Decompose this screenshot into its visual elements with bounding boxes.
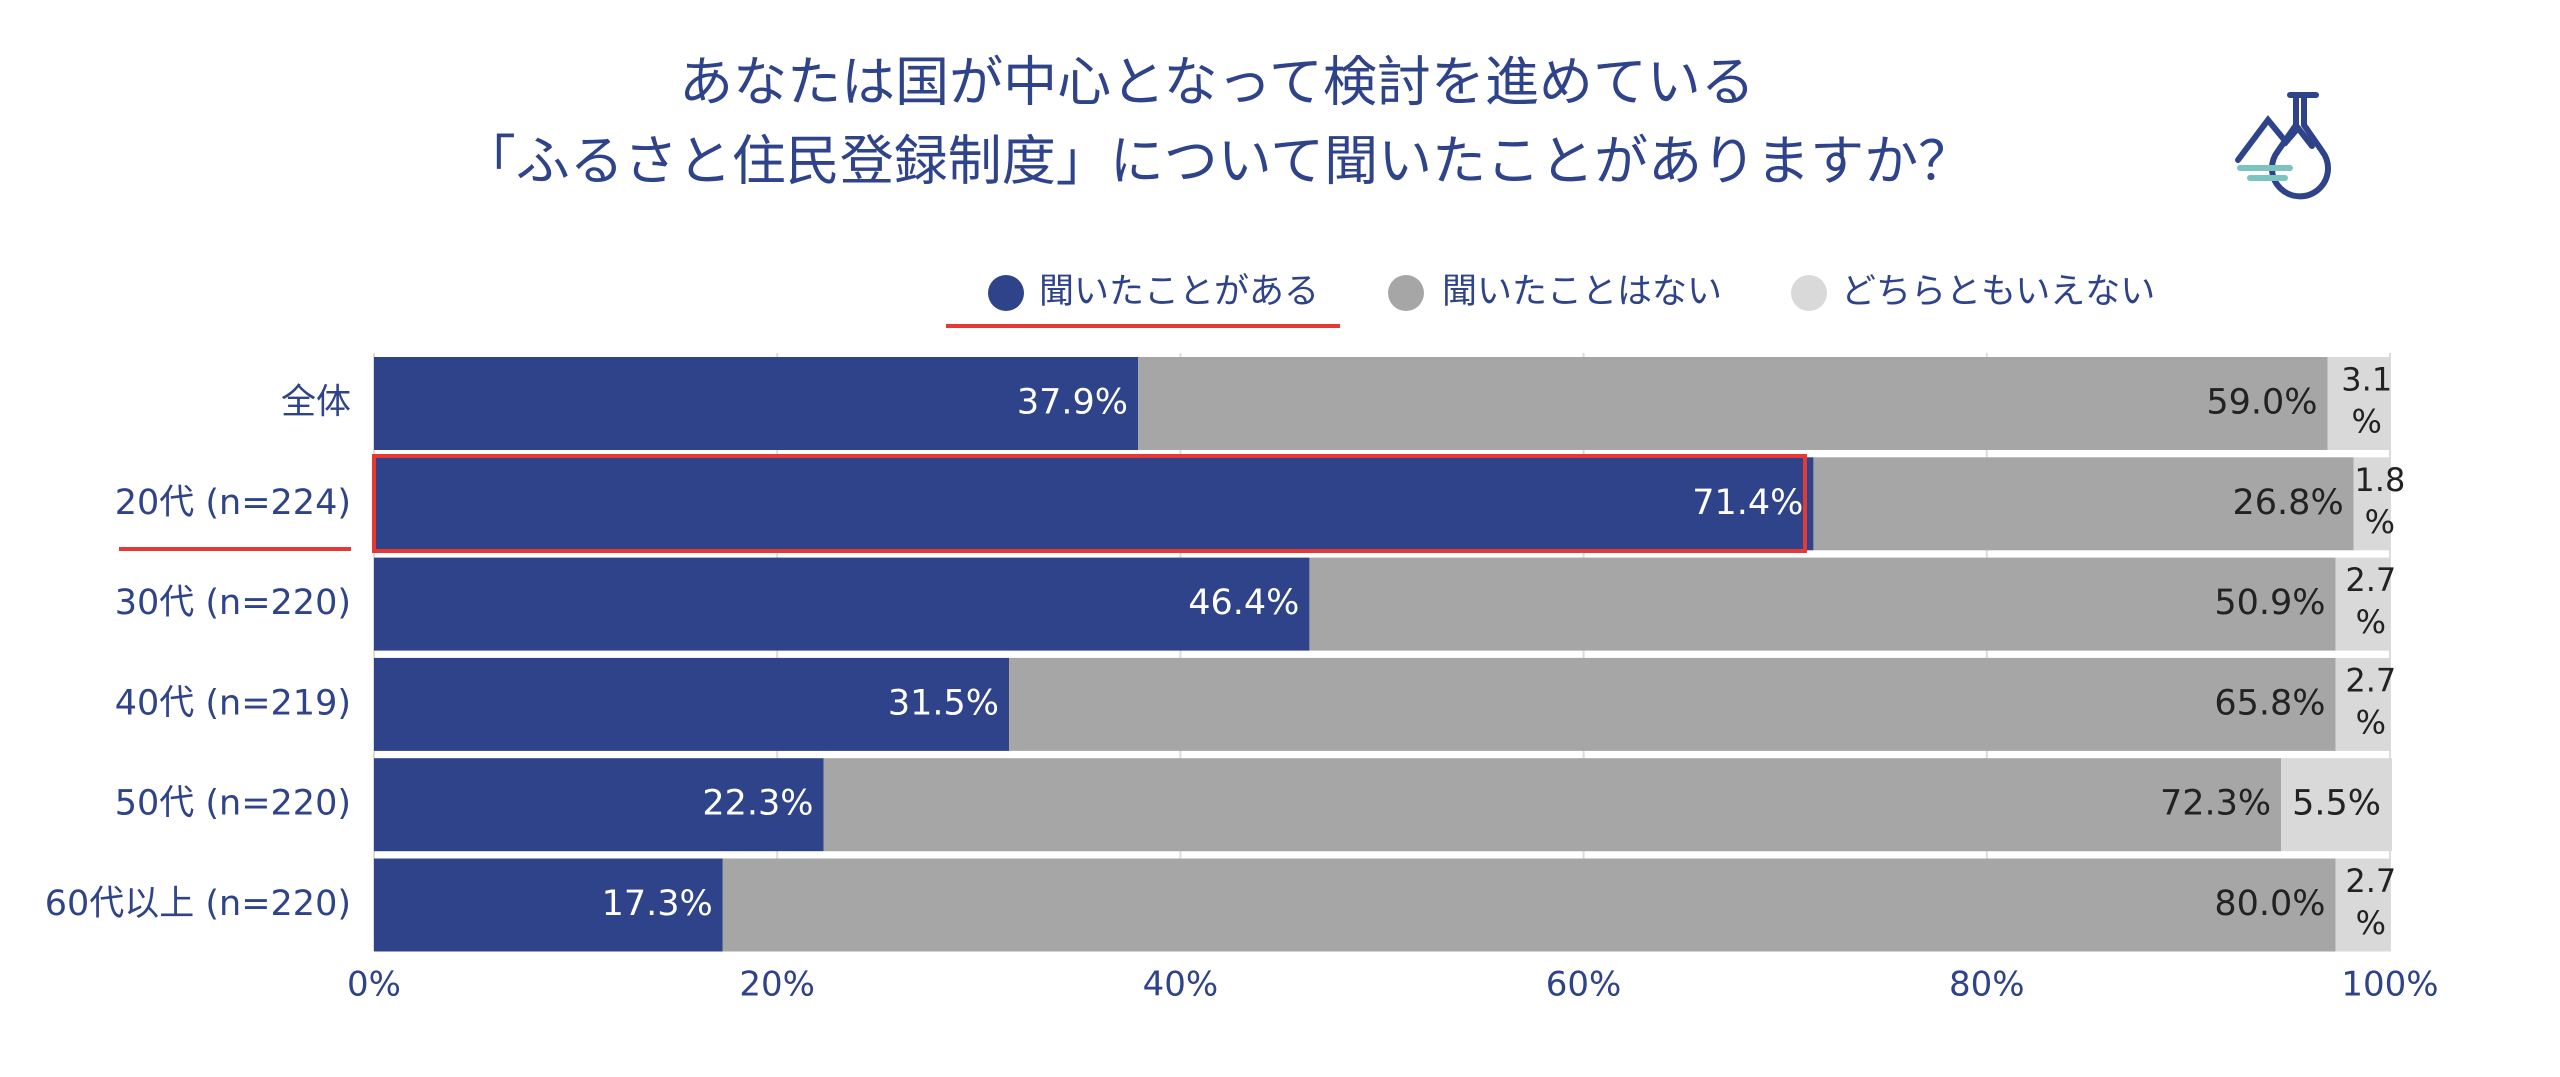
bar-segment xyxy=(374,858,723,952)
legend-swatch xyxy=(1388,275,1424,311)
bar-segment xyxy=(722,858,2336,952)
grid xyxy=(373,353,2391,952)
legend-label: どちらともいえない xyxy=(1841,272,2155,312)
y-tick-label: 全体 xyxy=(281,383,351,423)
bar-segment xyxy=(2281,758,2393,852)
x-tick-label: 40% xyxy=(1143,965,1219,1005)
bar-segment xyxy=(1138,357,2328,450)
bar-segment xyxy=(374,357,1139,450)
x-tick-label: 80% xyxy=(1949,965,2025,1005)
y-tick-label: 30代 (n=220) xyxy=(115,583,351,623)
value-label: 2.7% xyxy=(2345,661,2396,741)
x-tick-label: 0% xyxy=(347,965,401,1005)
bar-segment xyxy=(823,758,2282,852)
chart-title: あなたは国が中心となって検討を進めている xyxy=(679,51,1755,114)
value-label: 26.8% xyxy=(2233,483,2344,523)
value-label: 2.7% xyxy=(2345,561,2396,641)
x-tick-label: 60% xyxy=(1546,965,1622,1005)
value-label: 72.3% xyxy=(2160,784,2271,824)
value-label: 3.1% xyxy=(2341,361,2392,441)
value-label: 59.0% xyxy=(2206,383,2317,423)
y-tick-label: 20代 (n=224) xyxy=(115,483,351,523)
bar-segment xyxy=(2335,858,2390,952)
bar-segment xyxy=(374,758,824,852)
bar-segment xyxy=(374,457,1814,551)
logo xyxy=(2235,92,2331,200)
legend-swatch xyxy=(988,275,1024,311)
legend-label: 聞いたことがある xyxy=(1039,272,1319,312)
bar-segment xyxy=(2327,357,2390,450)
x-tick-label: 20% xyxy=(739,965,815,1005)
y-tick-label: 60代以上 (n=220) xyxy=(45,884,351,924)
x-tick-label: 100% xyxy=(2341,965,2438,1005)
bars: 37.9% 59.0% 3.1 % 71.4% 26.8%1.8 % 46.4% 50.9% 2.… xyxy=(374,357,2405,952)
bar-segment xyxy=(374,557,1310,651)
value-label: 17.3% xyxy=(602,884,713,924)
value-label: 31.5% xyxy=(888,683,999,723)
value-label: 2.7% xyxy=(2345,862,2396,942)
bar-segment xyxy=(1009,657,2336,751)
value-label: 65.8% xyxy=(2214,683,2325,723)
value-label: 1.8% xyxy=(2354,461,2405,541)
value-label: 80.0% xyxy=(2214,884,2325,924)
value-label: 22.3% xyxy=(702,784,813,824)
legend-swatch xyxy=(1791,275,1827,311)
bar-segment xyxy=(374,657,1010,751)
highlight-box xyxy=(372,454,1807,553)
value-label: 5.5% xyxy=(2292,784,2381,824)
bar-segment xyxy=(1813,457,2354,551)
value-label: 71.4% xyxy=(1692,483,1803,523)
legend-label: 聞いたことはない xyxy=(1442,272,1722,312)
value-label: 46.4% xyxy=(1188,583,1299,623)
bar-segment xyxy=(1309,557,2336,651)
value-label: 37.9% xyxy=(1017,383,1128,423)
y-tick-label: 40代 (n=219) xyxy=(115,683,351,723)
bar-segment xyxy=(2335,657,2390,751)
bar-segment xyxy=(2335,557,2390,651)
bar-segment xyxy=(2353,457,2390,551)
y-tick-label: 50代 (n=220) xyxy=(115,784,351,824)
legend: 聞いたことがある 聞いたことはない どちらともいえない xyxy=(988,272,2155,312)
chart-subtitle: 「ふるさと住民登録制度」について聞いたことがありますか？ xyxy=(462,130,1972,193)
value-label: 50.9% xyxy=(2214,583,2325,623)
